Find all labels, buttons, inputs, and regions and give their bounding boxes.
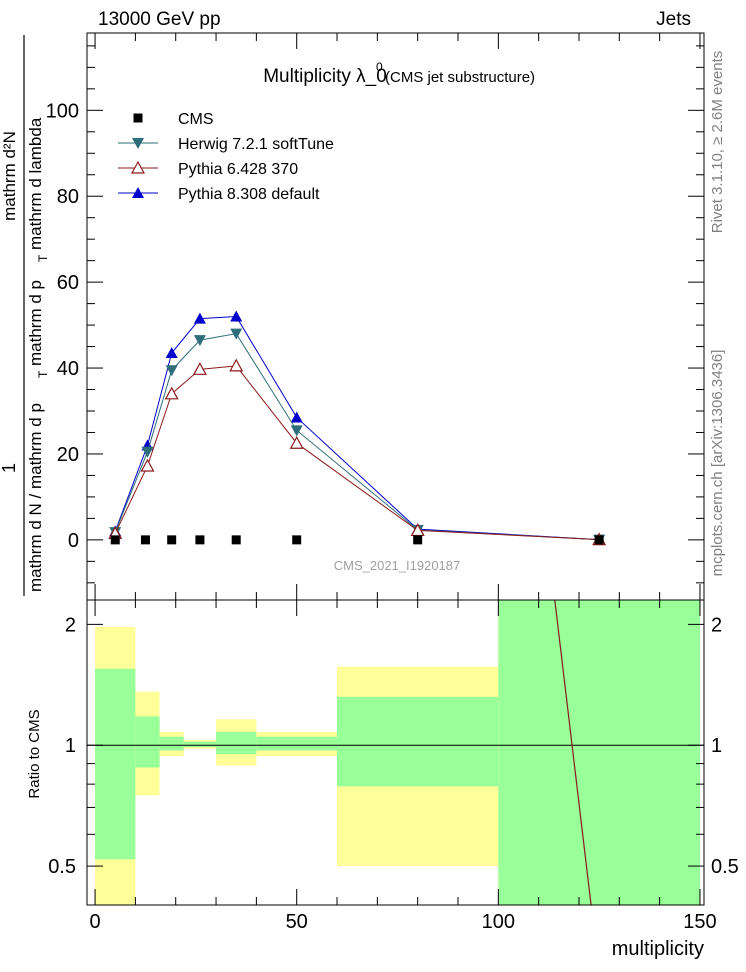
legend-marker-pythia-8-308-default: [132, 187, 144, 198]
main-y-tick-label: 0: [68, 530, 79, 552]
x-tick-label: 150: [683, 911, 716, 933]
x-tick-label: 0: [90, 911, 101, 933]
ratio-y-tick-label-left: 0.5: [48, 856, 76, 878]
ratio-tick-labels: 0.5 0.5 1 1 2 2 0 50 100 150: [48, 614, 739, 933]
main-panel: 0 20 40 60 80 100 Multiplicity λ_0 0 (CMS jet…: [46, 32, 705, 601]
data-point-pythia-6-428-370: [140, 458, 155, 472]
data-point-herwig-7-2-1-softtune: [193, 335, 206, 347]
series-line-pythia-6-428-370: [114, 365, 600, 541]
ratio-y-tick-label-right: 1: [711, 735, 722, 757]
series-layer: [108, 310, 607, 546]
chart-title: Multiplicity λ_0: [263, 66, 387, 87]
ratio-y-tick-label-left: 2: [65, 614, 76, 636]
header-left: 13000 GeV pp: [98, 9, 221, 30]
legend-marker-herwig-7-2-1-softtune: [132, 138, 144, 149]
x-tick-label: 50: [286, 911, 308, 933]
ratio-band-green: [159, 736, 184, 751]
data-point-cms: [413, 535, 423, 545]
data-point-pythia-8-308-default: [165, 347, 178, 359]
ratio-band-green: [337, 696, 499, 787]
data-point-cms: [231, 535, 241, 545]
ratio-frame: [86, 599, 705, 906]
ratio-band-green: [256, 736, 338, 751]
ylabel-denominator: mathrm d N / mathrm d p: [26, 403, 45, 592]
chart-title-note: (CMS jet substructure): [385, 69, 535, 86]
ratio-band-green: [135, 716, 160, 768]
header-right: Jets: [656, 9, 691, 30]
ylabel-numerator-right: mathrm d²N: [0, 131, 19, 221]
data-point-cms: [140, 535, 150, 545]
main-y-tick-label: 20: [57, 444, 79, 466]
data-point-cms: [594, 535, 604, 545]
legend-label-herwig-7-2-1-softtune: Herwig 7.2.1 softTune: [178, 136, 334, 153]
ratio-ylabel: Ratio to CMS: [26, 709, 43, 798]
data-point-herwig-7-2-1-softtune: [230, 328, 243, 340]
chart-title-sup: 0: [376, 60, 383, 74]
ylabel-numerator: 1: [0, 463, 19, 473]
legend: CMS Herwig 7.2.1 softTune Pythia 6.428 370…: [118, 111, 334, 203]
ylabel-denominator-tail: mathrm d lambda: [26, 117, 45, 250]
ratio-band-green: [95, 668, 136, 860]
ratio-panel: 0.5 0.5 1 1 2 2 0 50 100 150 Ratio to CMS multipl…: [26, 599, 739, 960]
main-ylabel: 1 mathrm d²N mathrm d N / mathrm d p T m…: [0, 35, 50, 596]
x-axis-label: multiplicity: [612, 938, 704, 960]
data-point-cms: [110, 535, 120, 545]
rivet-version-label: Rivet 3.1.10, ≥ 2.6M events: [709, 51, 726, 234]
data-point-pythia-8-308-default: [290, 411, 303, 423]
ratio-bands: [95, 600, 700, 905]
data-point-pythia-6-428-370: [192, 362, 207, 375]
ratio-band-green: [183, 741, 217, 747]
ratio-pythia6-line: [554, 599, 592, 906]
analysis-watermark: CMS_2021_I1920187: [334, 558, 461, 573]
ratio-y-tick-label-left: 1: [65, 735, 76, 757]
ratio-axis-ticks: [87, 600, 704, 906]
main-axis-ticks: [87, 33, 704, 600]
data-point-herwig-7-2-1-softtune: [165, 365, 178, 377]
data-point-cms: [292, 535, 302, 545]
data-point-pythia-6-428-370: [229, 358, 244, 372]
ratio-band-green: [216, 731, 257, 755]
ylabel-subscript-1: T: [36, 370, 50, 378]
main-y-tick-label: 100: [46, 100, 79, 122]
data-point-cms: [167, 535, 177, 545]
data-point-pythia-6-428-370: [289, 435, 304, 449]
legend-label-pythia-6-428-370: Pythia 6.428 370: [178, 161, 298, 178]
legend-label-cms: CMS: [178, 111, 214, 128]
ratio-y-tick-label-right: 0.5: [711, 856, 739, 878]
ratio-band-green: [498, 600, 700, 905]
legend-marker-pythia-6-428-370: [130, 160, 146, 174]
x-tick-label: 100: [482, 911, 515, 933]
data-point-herwig-7-2-1-softtune: [290, 425, 303, 437]
data-point-herwig-7-2-1-softtune: [141, 446, 154, 458]
main-y-tick-label: 60: [57, 272, 79, 294]
ylabel-denominator-right: mathrm d p: [26, 280, 45, 366]
data-point-cms: [195, 535, 205, 545]
mcplots-label: mcplots.cern.ch [arXiv:1306.3436]: [709, 350, 726, 577]
data-point-pythia-6-428-370: [164, 386, 179, 400]
data-point-pythia-8-308-default: [193, 312, 206, 324]
main-y-tick-label: 80: [57, 186, 79, 208]
legend-marker-cms: [133, 113, 143, 123]
main-y-tick-label: 40: [57, 358, 79, 380]
series-line-pythia-8-308-default: [114, 315, 600, 541]
main-y-tick-labels: 0 20 40 60 80 100: [46, 100, 79, 552]
legend-label-pythia-8-308-default: Pythia 8.308 default: [178, 186, 320, 203]
series-line-herwig-7-2-1-softtune: [114, 333, 600, 541]
ratio-y-tick-label-right: 2: [711, 614, 722, 636]
data-point-pythia-8-308-default: [230, 310, 243, 322]
ylabel-subscript-2: T: [36, 254, 50, 262]
